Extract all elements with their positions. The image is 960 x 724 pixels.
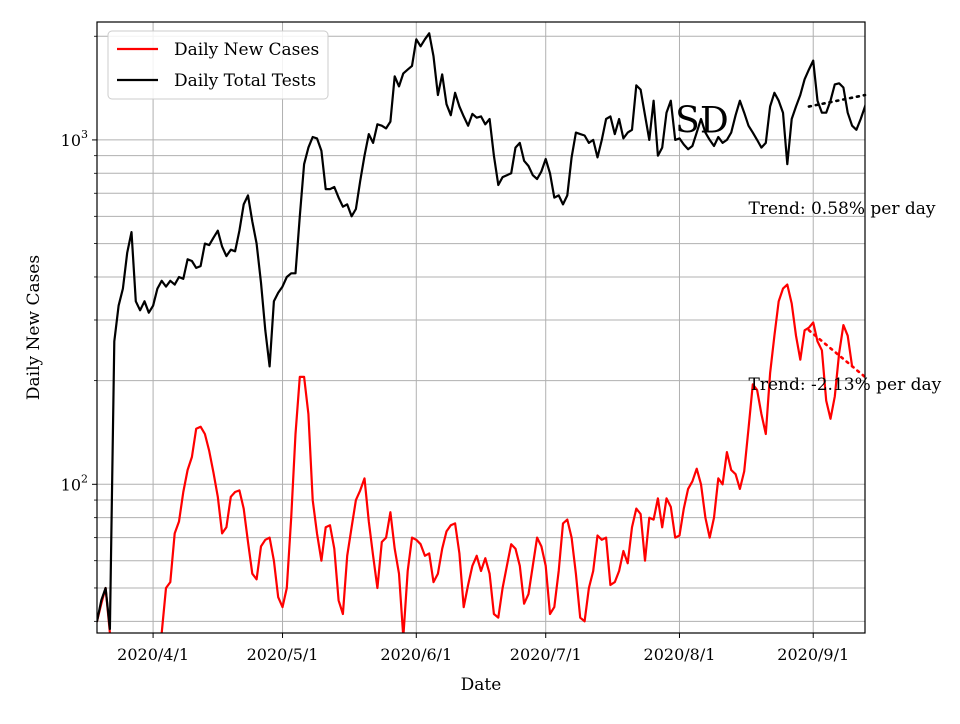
x-tick-label: 2020/4/1 bbox=[117, 645, 189, 664]
x-axis-label: Date bbox=[461, 675, 502, 695]
y-axis-label: Daily New Cases bbox=[24, 255, 44, 400]
legend: Daily New Cases Daily Total Tests bbox=[107, 30, 329, 100]
y-tick-label: 103 bbox=[61, 128, 88, 150]
trend-annotation: Trend: 0.58% per day bbox=[749, 199, 936, 219]
trend-line-cases bbox=[807, 329, 867, 379]
x-tick-label: 2020/9/1 bbox=[777, 645, 849, 664]
series-layer bbox=[97, 32, 865, 633]
y-tick-label: 102 bbox=[61, 472, 88, 494]
series-line-daily-new-cases bbox=[97, 283, 854, 633]
grid bbox=[97, 22, 865, 633]
legend-label: Daily New Cases bbox=[174, 40, 319, 60]
trend-annotation: Trend: -2.13% per day bbox=[749, 375, 942, 395]
series-line-daily-total-tests bbox=[97, 32, 865, 631]
x-tick-label: 2020/6/1 bbox=[380, 645, 452, 664]
y-axis-ticks: 102 103 bbox=[61, 35, 97, 622]
x-tick-label: 2020/5/1 bbox=[247, 645, 319, 664]
x-axis-ticks: 2020/4/1 2020/5/1 2020/6/1 2020/7/1 2020/8/1… bbox=[117, 633, 849, 664]
x-tick-label: 2020/8/1 bbox=[644, 645, 716, 664]
plot-frame bbox=[96, 21, 866, 634]
trend-line-tests bbox=[807, 93, 867, 108]
legend-box bbox=[107, 30, 329, 100]
trend-layer bbox=[807, 93, 867, 379]
annotation-layer: SD Trend: 0.58% per day Trend: -2.13% per … bbox=[675, 101, 941, 395]
legend-label: Daily Total Tests bbox=[174, 71, 316, 91]
x-tick-label: 2020/7/1 bbox=[510, 645, 582, 664]
sd-annotation: SD bbox=[675, 101, 729, 142]
